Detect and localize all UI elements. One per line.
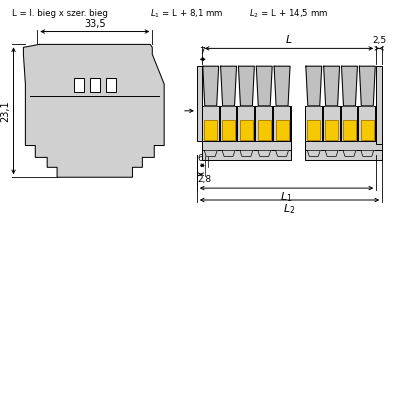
Polygon shape — [342, 66, 357, 106]
Polygon shape — [204, 150, 217, 156]
Bar — [276, 120, 288, 140]
Text: $L_1$ = L + 8,1 mm: $L_1$ = L + 8,1 mm — [150, 8, 224, 20]
Bar — [258, 120, 271, 140]
Text: 6: 6 — [198, 154, 204, 163]
Bar — [220, 106, 236, 140]
Polygon shape — [361, 150, 374, 156]
Bar — [106, 78, 116, 92]
Polygon shape — [222, 150, 235, 156]
Polygon shape — [274, 66, 290, 106]
Polygon shape — [238, 66, 254, 106]
Bar — [197, 66, 202, 140]
Text: 23,1: 23,1 — [0, 100, 10, 122]
Bar — [240, 120, 253, 140]
Bar — [202, 121, 291, 150]
Bar — [202, 140, 291, 150]
Bar — [202, 106, 291, 140]
Text: 7: 7 — [199, 47, 204, 56]
Polygon shape — [203, 66, 219, 106]
Bar — [74, 78, 84, 92]
Bar — [323, 106, 340, 140]
Bar — [238, 106, 254, 140]
Bar — [305, 150, 382, 160]
Polygon shape — [307, 150, 320, 156]
Bar — [273, 106, 290, 140]
Polygon shape — [256, 66, 272, 106]
Text: 2,5: 2,5 — [372, 36, 386, 46]
Bar — [305, 106, 322, 140]
Bar — [202, 106, 219, 140]
Bar — [340, 106, 357, 140]
Bar — [255, 106, 272, 140]
Polygon shape — [240, 150, 253, 156]
Bar — [90, 78, 100, 92]
Polygon shape — [276, 150, 288, 156]
Bar — [305, 106, 376, 140]
Polygon shape — [324, 66, 340, 106]
Bar — [361, 120, 374, 140]
Polygon shape — [359, 66, 375, 106]
Bar — [325, 120, 338, 140]
Bar — [204, 120, 217, 140]
Bar — [307, 120, 320, 140]
Bar — [222, 120, 235, 140]
Polygon shape — [221, 66, 236, 106]
Text: L = l. bieg x szer. bieg: L = l. bieg x szer. bieg — [12, 9, 108, 18]
Bar — [305, 121, 376, 150]
Bar — [358, 106, 375, 140]
Bar — [202, 150, 291, 160]
Bar — [343, 120, 356, 140]
Text: L: L — [286, 36, 292, 46]
Polygon shape — [24, 44, 164, 177]
Text: 33,5: 33,5 — [84, 18, 106, 28]
Bar — [376, 66, 382, 144]
Polygon shape — [258, 150, 271, 156]
Polygon shape — [325, 150, 338, 156]
Polygon shape — [343, 150, 356, 156]
Bar — [305, 140, 382, 150]
Text: $L_2$ = L + 14,5 mm: $L_2$ = L + 14,5 mm — [249, 8, 328, 20]
Text: 2,8: 2,8 — [198, 175, 212, 184]
Text: $L_1$: $L_1$ — [280, 190, 293, 204]
Text: $L_2$: $L_2$ — [283, 202, 296, 216]
Polygon shape — [306, 66, 322, 106]
